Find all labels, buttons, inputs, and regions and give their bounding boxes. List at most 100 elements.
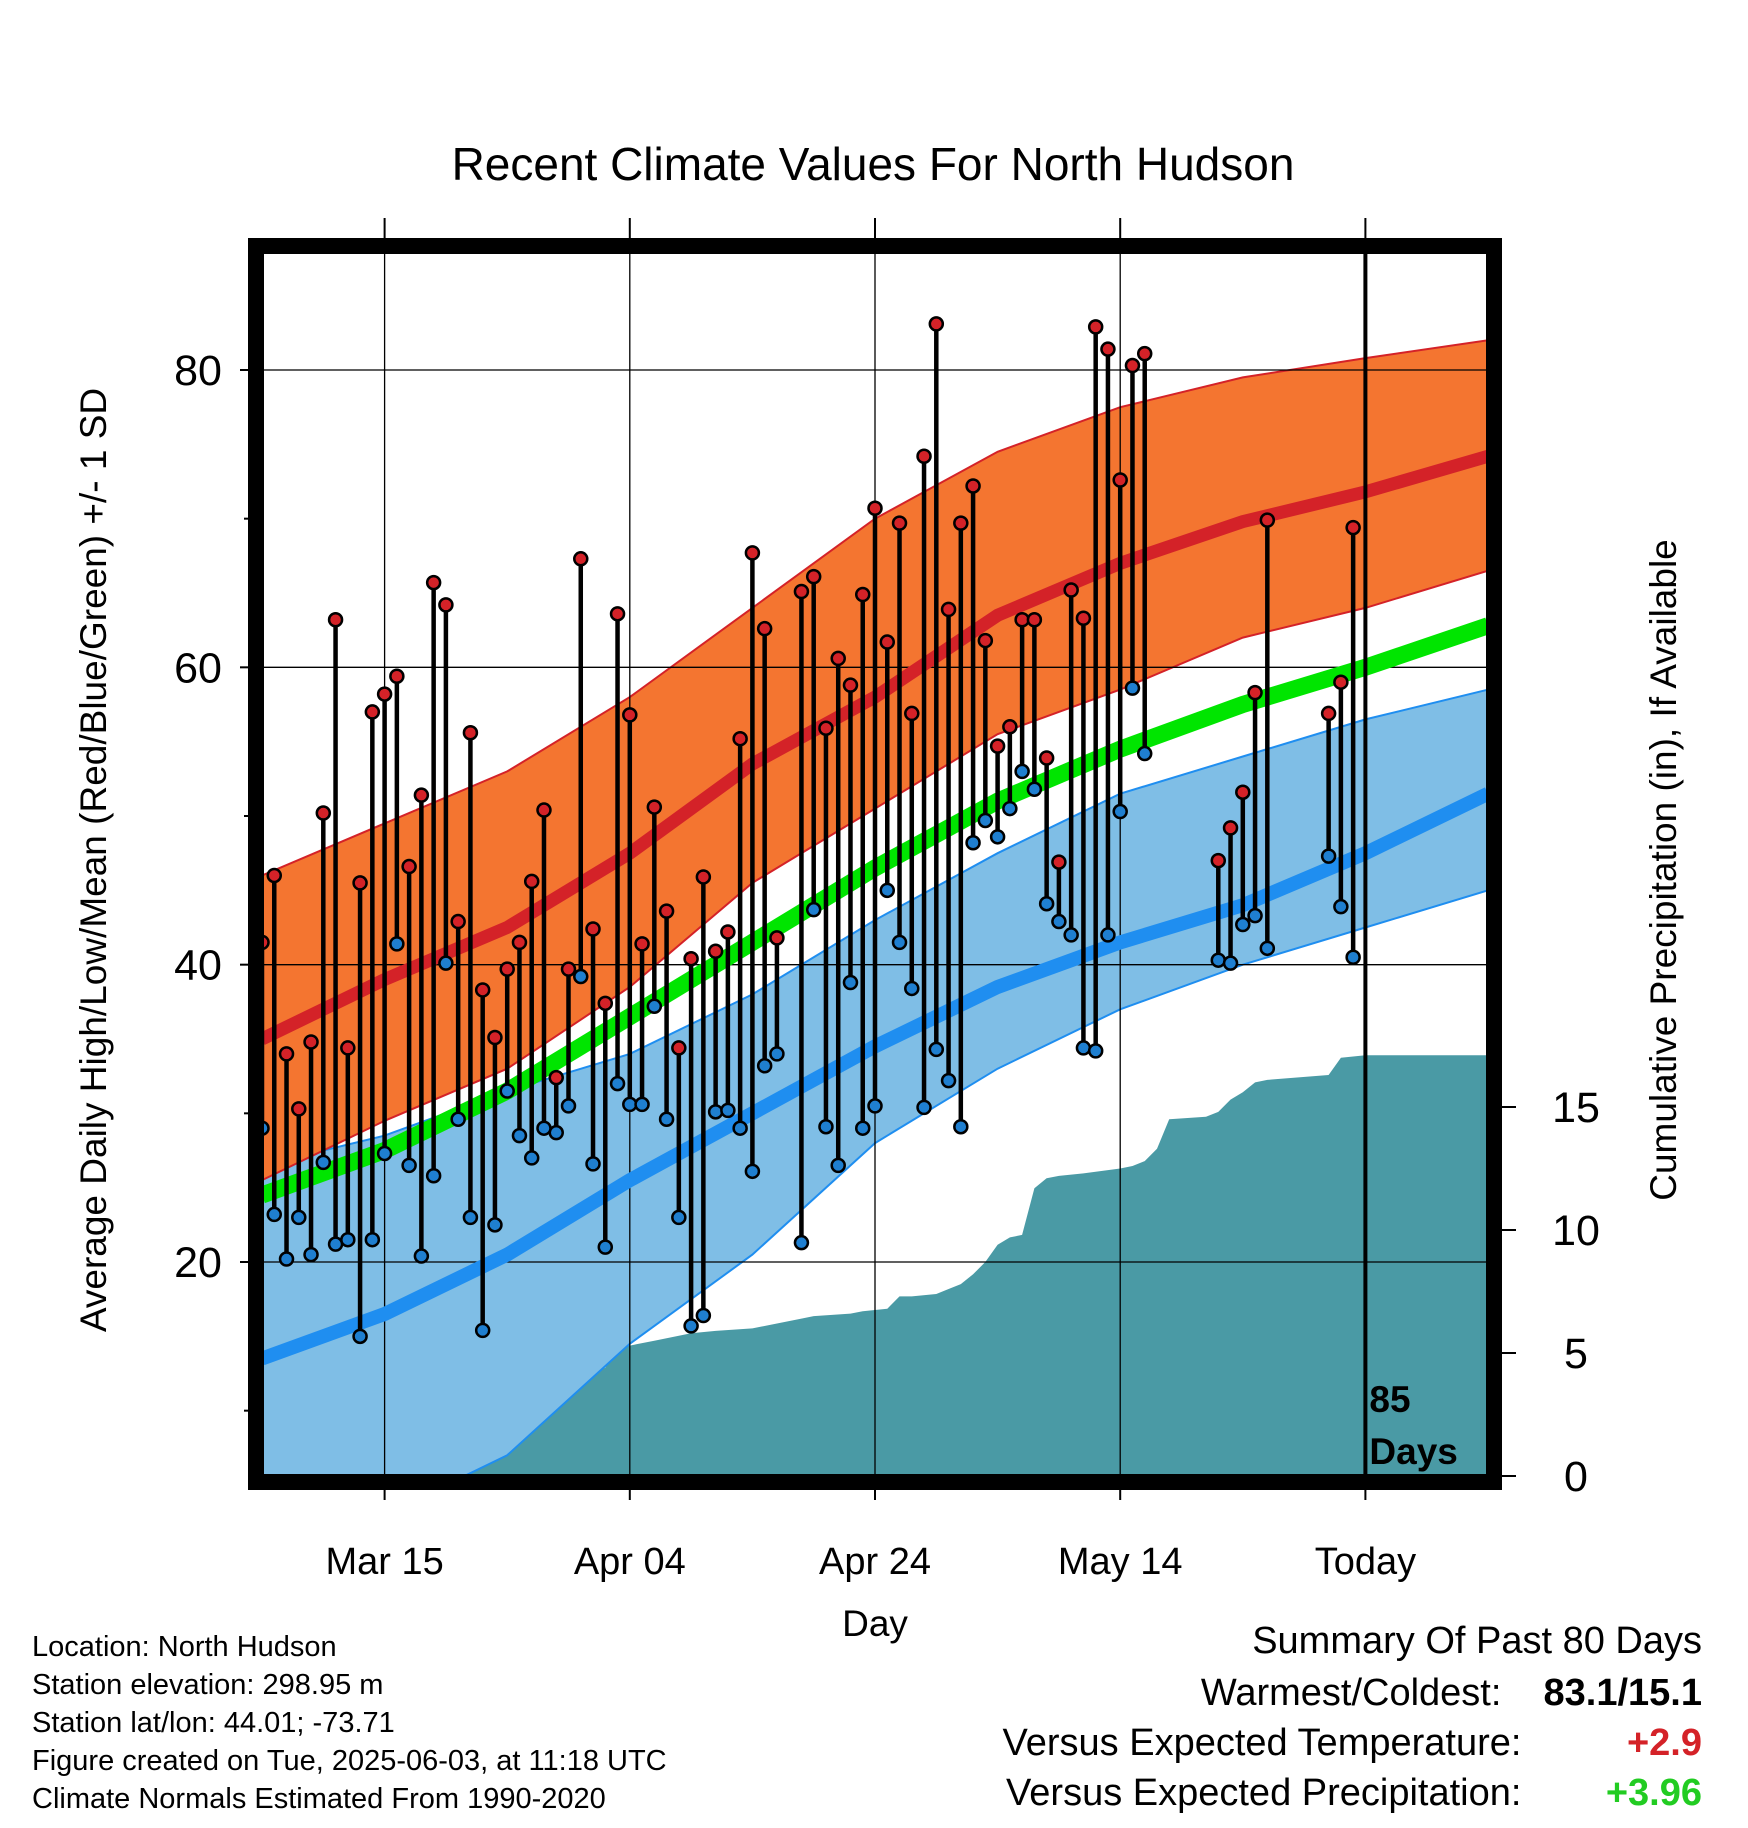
observed-high-point [1089,320,1102,333]
observed-high-point [574,552,587,565]
observed-high-point [537,804,550,817]
observed-high-point [1249,686,1262,699]
observed-high-point [930,317,943,330]
observed-low-point [807,903,820,916]
observed-low-point [292,1211,305,1224]
observed-low-point [403,1159,416,1172]
climate-chart: Recent Climate Values For North Hudson 8… [0,0,1748,1828]
observed-low-point [317,1156,330,1169]
observed-low-point [427,1169,440,1182]
y2-tick-label: 0 [1564,1453,1588,1501]
chart-title: Recent Climate Values For North Hudson [452,138,1295,190]
observed-low-point [1114,805,1127,818]
observed-low-point [1236,918,1249,931]
summary-warm-cold: Warmest/Coldest: 83.1/15.1 [1201,1672,1702,1715]
observed-high-point [525,875,538,888]
observed-high-point [770,931,783,944]
y-tick-label: 20 [174,1239,222,1287]
observed-high-point [611,607,624,620]
observed-low-point [709,1105,722,1118]
observed-high-point [464,726,477,739]
observed-high-point [918,450,931,463]
observed-low-point [746,1165,759,1178]
observed-high-point [1126,359,1139,372]
observed-low-point [844,976,857,989]
observed-low-point [1016,765,1029,778]
observed-low-point [513,1129,526,1142]
info-elevation: Station elevation: 298.95 m [32,1666,667,1704]
observed-low-point [636,1098,649,1111]
y2-tick-label: 5 [1564,1330,1588,1378]
observed-high-point [1101,343,1114,356]
observed-low-point [476,1324,489,1337]
observed-high-point [1261,514,1274,527]
observed-high-point [390,670,403,683]
x-axis-label: Day [842,1603,908,1644]
observed-low-point [905,982,918,995]
observed-high-point [403,860,416,873]
observed-low-point [869,1099,882,1112]
y-axis-label: Average Daily High/Low/Mean (Red/Blue/Gr… [73,388,114,1332]
observed-low-point [991,830,1004,843]
observed-high-point [942,603,955,616]
observed-high-point [795,585,808,598]
summary-temperature: Versus Expected Temperature: +2.9 [1003,1722,1702,1765]
observed-high-point [280,1047,293,1060]
observed-high-point [415,789,428,802]
observed-low-point [697,1309,710,1322]
observed-high-point [746,546,759,559]
observed-low-point [1052,915,1065,928]
observed-high-point [869,502,882,515]
observed-low-point [770,1047,783,1060]
info-normals: Climate Normals Estimated From 1990-2020 [32,1780,667,1818]
observed-high-point [599,997,612,1010]
observed-low-point [562,1099,575,1112]
observed-low-point [378,1147,391,1160]
observed-high-point [672,1041,685,1054]
observed-low-point [305,1248,318,1261]
observed-high-point [329,613,342,626]
observed-high-point [439,598,452,611]
observed-low-point [893,936,906,949]
summary-precipitation: Versus Expected Precipitation: +3.96 [1006,1772,1702,1815]
observed-high-point [660,905,673,918]
observed-high-point [697,870,710,883]
today-annotation: 85 [1369,1379,1410,1420]
summary-title: Summary Of Past 80 Days [1252,1620,1702,1663]
observed-high-point [832,652,845,665]
observed-high-point [292,1102,305,1115]
observed-low-point [1065,928,1078,941]
observed-low-point [1126,682,1139,695]
observed-high-point [721,925,734,938]
observed-high-point [1212,854,1225,867]
observed-low-point [954,1120,967,1133]
observed-high-point [488,1031,501,1044]
observed-high-point [268,869,281,882]
x-tick-label: Apr 24 [819,1541,931,1583]
x-tick-label: Apr 04 [574,1541,686,1583]
observed-high-point [819,722,832,735]
observed-low-point [734,1122,747,1135]
observed-high-point [1322,707,1335,720]
info-location: Location: North Hudson [32,1628,667,1666]
observed-high-point [807,570,820,583]
x-tick-label: Today [1315,1541,1416,1583]
observed-high-point [562,963,575,976]
observed-low-point [721,1104,734,1117]
y-tick-label: 40 [174,942,222,990]
observed-low-point [660,1113,673,1126]
observed-low-point [1347,951,1360,964]
observed-low-point [1003,802,1016,815]
observed-high-point [1236,786,1249,799]
observed-low-point [587,1157,600,1170]
observed-high-point [685,952,698,965]
observed-low-point [819,1120,832,1133]
observed-high-point [709,945,722,958]
observed-high-point [991,740,1004,753]
observed-high-point [305,1035,318,1048]
observed-low-point [488,1218,501,1231]
observed-low-point [1261,942,1274,955]
observed-low-point [979,814,992,827]
observed-high-point [341,1041,354,1054]
observed-low-point [1224,957,1237,970]
